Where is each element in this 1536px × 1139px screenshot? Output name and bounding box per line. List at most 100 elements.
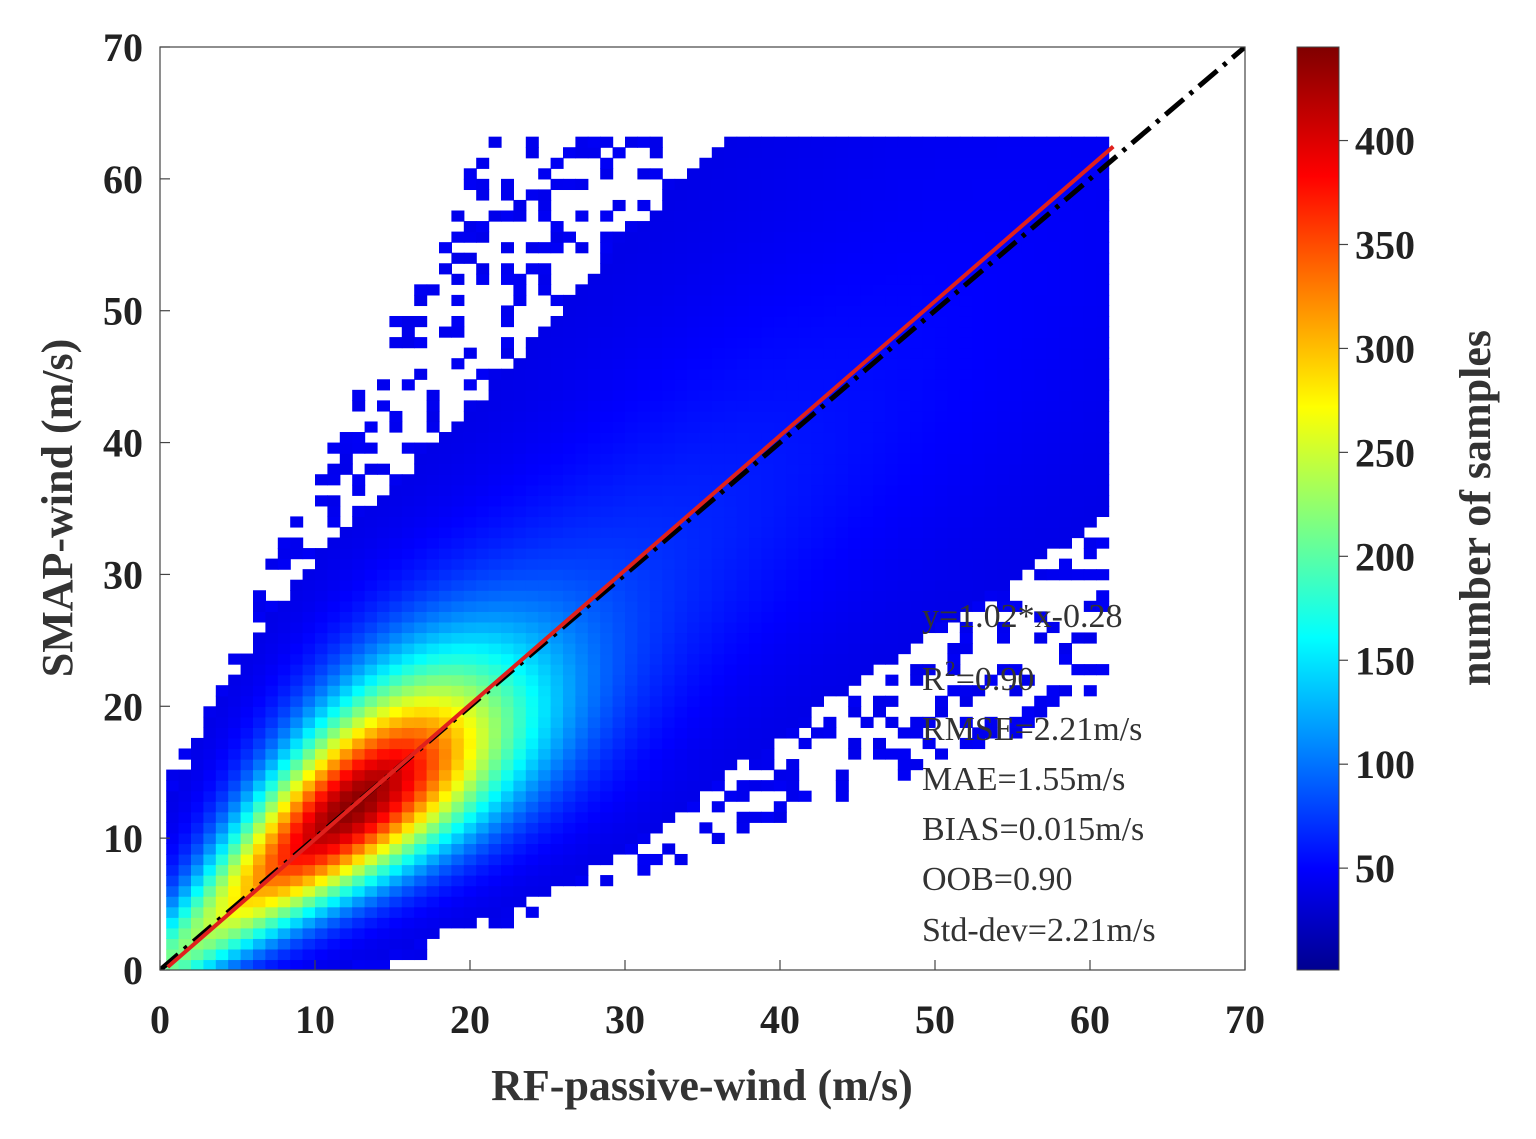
density-cell	[724, 326, 738, 338]
density-cell	[798, 737, 812, 750]
density-cell	[364, 843, 378, 855]
density-cell	[873, 389, 886, 401]
density-cell	[786, 453, 800, 465]
density-cell	[290, 885, 304, 897]
density-cell	[215, 737, 229, 750]
density-cell	[786, 221, 800, 233]
density-cell	[451, 358, 465, 370]
density-cell	[860, 263, 874, 275]
density-cell	[674, 759, 688, 771]
density-cell	[873, 368, 886, 380]
density-cell	[414, 653, 428, 665]
density-cell	[352, 621, 366, 634]
density-cell	[426, 695, 440, 707]
density-cell	[513, 548, 527, 560]
density-cell	[550, 358, 564, 370]
density-cell	[1034, 611, 1048, 623]
density-cell	[476, 727, 490, 739]
density-cell	[587, 674, 601, 686]
density-cell	[525, 421, 539, 433]
density-cell	[637, 315, 651, 328]
density-cell	[587, 358, 601, 370]
density-cell	[649, 780, 663, 792]
density-cell	[414, 790, 428, 802]
density-cell	[724, 284, 738, 296]
density-cell	[848, 326, 862, 338]
density-cell	[649, 484, 663, 496]
density-cell	[935, 199, 948, 212]
density-cell	[637, 537, 651, 549]
density-cell	[463, 759, 477, 771]
density-cell	[674, 347, 688, 359]
density-cell	[215, 769, 229, 781]
x-axis-title: RF-passive-wind (m/s)	[491, 1061, 913, 1110]
regression-lines	[160, 47, 1245, 970]
density-cell	[711, 558, 725, 570]
density-cell	[476, 526, 490, 539]
density-cell	[426, 853, 440, 866]
density-cell	[749, 263, 762, 275]
density-cell	[612, 611, 626, 623]
density-cell	[166, 875, 180, 887]
density-cell	[352, 769, 366, 781]
density-cell	[1046, 231, 1060, 243]
density-cell	[798, 315, 812, 328]
density-cell	[687, 716, 700, 728]
density-cell	[389, 906, 403, 918]
density-cell	[749, 252, 762, 264]
density-cell	[1009, 337, 1023, 349]
density-cell	[848, 147, 862, 159]
density-cell	[612, 474, 626, 486]
density-cell	[587, 695, 601, 707]
density-cell	[439, 263, 452, 275]
density-cell	[352, 516, 366, 528]
density-cell	[538, 537, 552, 549]
density-cell	[848, 516, 862, 528]
density-cell	[860, 421, 874, 433]
density-cell	[513, 432, 527, 444]
density-cell	[811, 421, 824, 433]
density-cell	[997, 558, 1010, 570]
density-cell	[637, 273, 651, 285]
density-cell	[897, 284, 911, 296]
density-cell	[835, 284, 849, 296]
density-cell	[439, 569, 452, 581]
density-cell	[414, 579, 428, 591]
density-cell	[1009, 569, 1023, 581]
density-cell	[339, 959, 353, 970]
density-cell	[625, 242, 638, 254]
density-cell	[339, 759, 353, 771]
density-cell	[352, 579, 366, 591]
density-cell	[997, 590, 1010, 602]
density-cell	[625, 801, 638, 813]
density-cell	[972, 495, 986, 507]
density-cell	[426, 600, 440, 612]
density-cell	[501, 263, 514, 275]
density-cell	[377, 896, 390, 908]
density-cell	[773, 537, 787, 549]
density-cell	[798, 695, 812, 707]
density-cell	[1096, 263, 1110, 275]
density-cell	[997, 495, 1010, 507]
density-cell	[612, 664, 626, 676]
density-cell	[724, 136, 738, 148]
density-cell	[439, 526, 452, 539]
density-cell	[972, 379, 986, 391]
density-cell	[240, 664, 254, 676]
density-cell	[550, 442, 564, 454]
density-cell	[662, 537, 676, 549]
density-cell	[426, 896, 440, 908]
density-cell	[910, 495, 924, 507]
density-cell	[662, 368, 676, 380]
density-cell	[798, 674, 812, 686]
density-cell	[277, 853, 291, 866]
density-cell	[972, 526, 986, 539]
density-cell	[1021, 484, 1035, 496]
density-cell	[786, 579, 800, 591]
density-cell	[947, 389, 961, 401]
density-cell	[389, 780, 403, 792]
density-cell	[265, 927, 279, 939]
density-cell	[674, 748, 688, 760]
density-cell	[327, 875, 341, 887]
density-cell	[476, 421, 490, 433]
